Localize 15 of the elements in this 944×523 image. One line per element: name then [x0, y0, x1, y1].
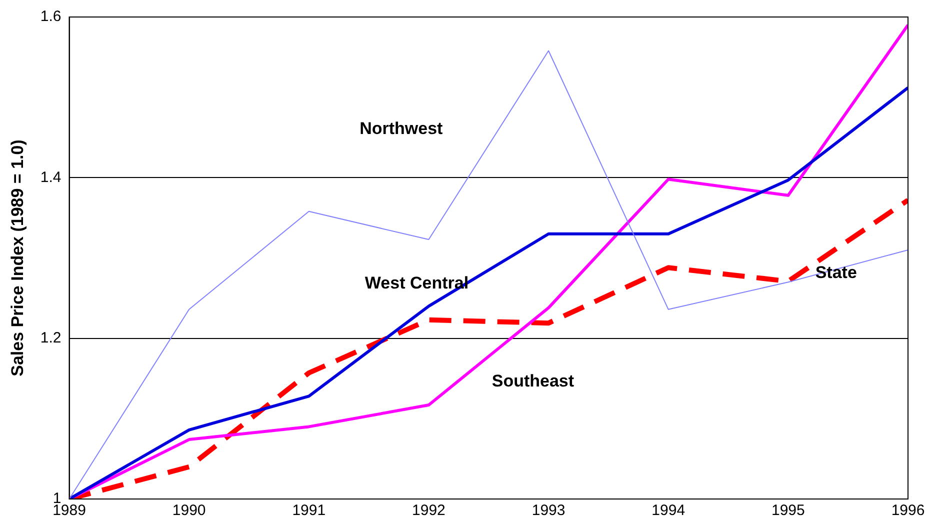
x-tick-label: 1996	[891, 502, 925, 520]
x-tick-label: 1991	[292, 502, 326, 520]
series-label: Southeast	[492, 371, 574, 390]
x-tick-label: 1995	[771, 502, 805, 520]
x-tick-label: 1994	[652, 502, 686, 520]
series-label: State	[815, 262, 857, 282]
y-axis-title: Sales Price Index (1989 = 1.0)	[8, 140, 27, 376]
x-tick-label: 1992	[412, 502, 446, 520]
y-tick-label: 1.6	[40, 8, 62, 26]
text: Northwest	[360, 119, 444, 138]
series-label: West Central	[364, 273, 469, 292]
y-tick-label: 1.4	[40, 168, 62, 186]
x-tick-label: 1993	[532, 502, 566, 520]
x-tick-label: 1990	[172, 502, 206, 520]
y-tick-label: 1.2	[40, 329, 62, 346]
